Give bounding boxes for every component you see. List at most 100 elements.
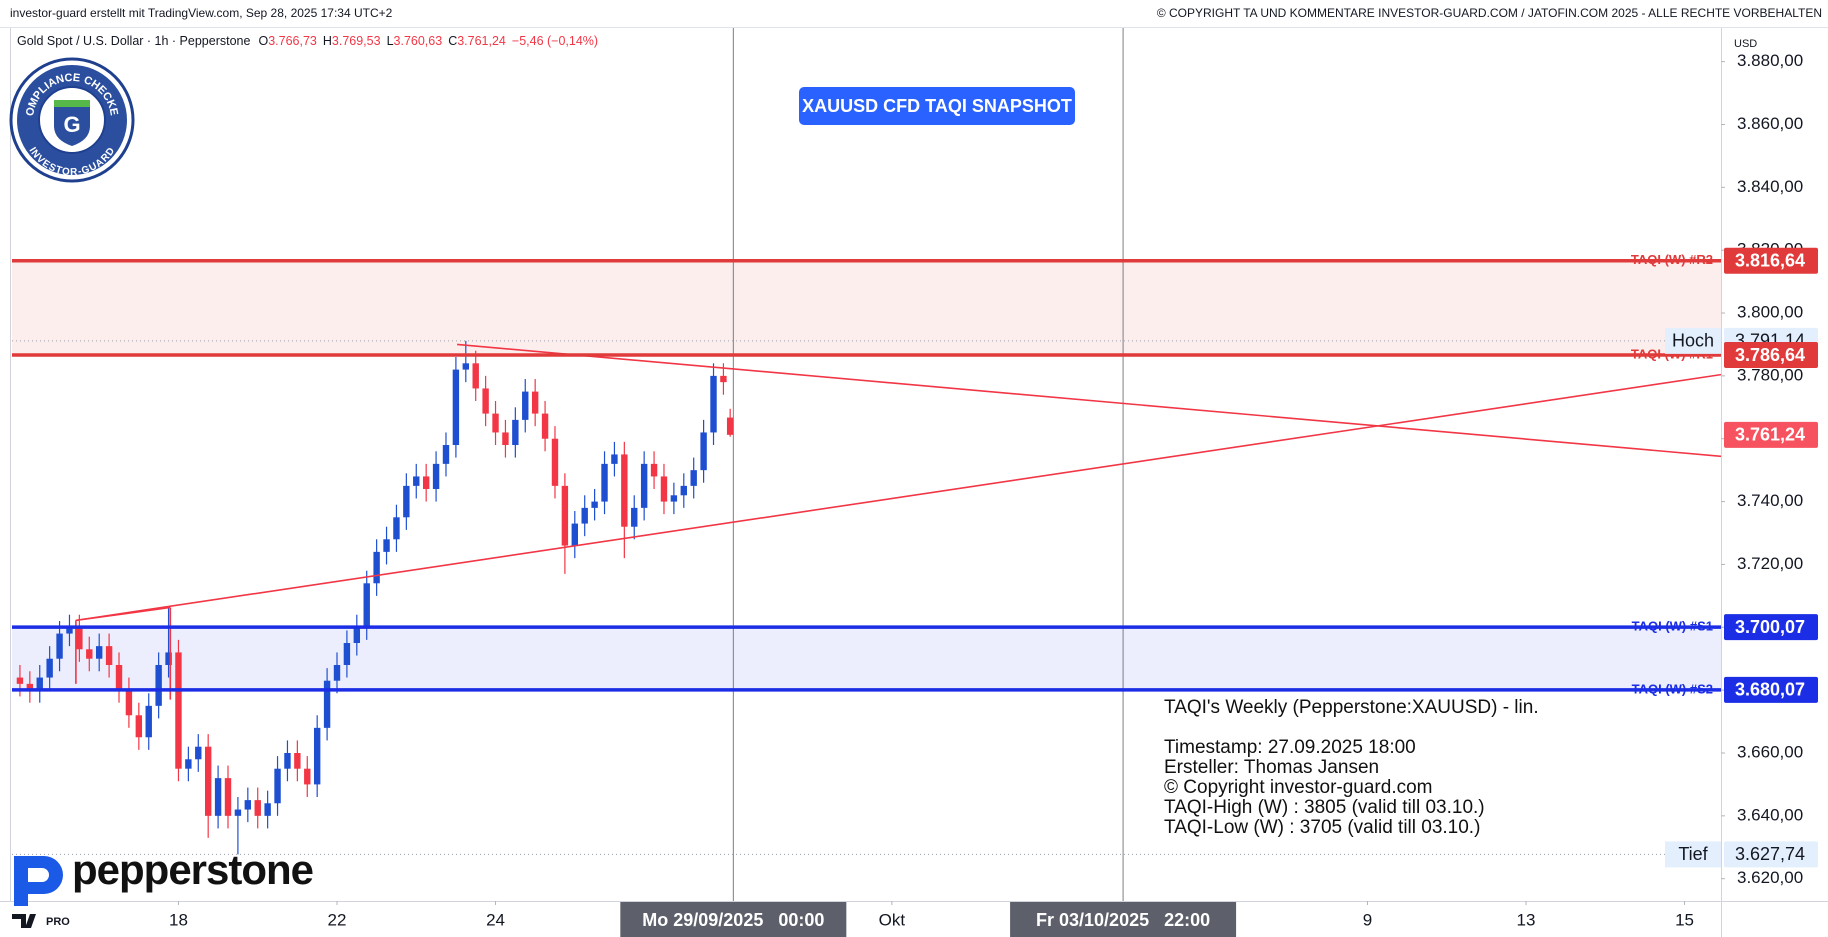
header-right: © COPYRIGHT TA UND KOMMENTARE INVESTOR-G… xyxy=(1157,6,1822,20)
candle-body xyxy=(76,627,83,650)
candle-body xyxy=(591,501,598,508)
plot xyxy=(12,28,1721,901)
trendline xyxy=(75,373,1721,622)
x-tick-label: 9 xyxy=(1363,910,1372,929)
candle-body xyxy=(502,432,509,446)
extreme-tag-label: 3.627,74 xyxy=(1735,844,1805,864)
candle-body xyxy=(323,680,331,728)
extreme-name-box xyxy=(1665,327,1721,354)
candle-body xyxy=(373,551,380,584)
level-tag-box xyxy=(1724,247,1818,274)
x-tick-label: 18 xyxy=(169,910,188,929)
time-marker-label: Fr 03/10/2025 22:00 xyxy=(1036,910,1210,930)
level-tag-box xyxy=(1724,342,1818,369)
candle-body xyxy=(621,454,628,527)
y-tick-label: 3.860,00 xyxy=(1737,114,1803,133)
level-tag-label: 3.680,07 xyxy=(1735,680,1805,700)
y-tick-label: 3.880,00 xyxy=(1737,51,1803,70)
currency-label: USD xyxy=(1734,38,1757,50)
level-tag-label: 3.816,64 xyxy=(1735,250,1805,270)
candle-body xyxy=(214,778,222,816)
brand-name: pepperstone xyxy=(72,846,313,893)
candle-body xyxy=(333,664,341,681)
ohlc-prefix: O xyxy=(258,34,268,48)
candle-body xyxy=(551,438,559,486)
candle-body xyxy=(244,800,252,810)
candle-body xyxy=(660,476,668,502)
chart-title: XAUUSD CFD TAQI SNAPSHOT xyxy=(802,96,1072,116)
level-zone xyxy=(12,627,1721,690)
y-tick-label: 3.780,00 xyxy=(1737,365,1803,384)
ohlc-value: 3.766,73 xyxy=(268,34,317,48)
ohlc-prefix: H xyxy=(323,34,332,48)
level-tag-label: 3.786,64 xyxy=(1735,345,1805,365)
extreme-tag-box xyxy=(1724,841,1818,868)
candle-body xyxy=(670,495,678,502)
time-axis-bg xyxy=(0,901,1721,937)
ohlc-value: 3.761,24 xyxy=(457,34,506,48)
candle-body xyxy=(36,677,43,691)
candle-body xyxy=(531,391,539,414)
candle-body xyxy=(422,476,430,490)
y-tick-label: 3.740,00 xyxy=(1737,491,1803,510)
symbol-legend: Gold Spot / U.S. Dollar · 1h · Peppersto… xyxy=(17,34,598,48)
level-name: TAQI (W) #R2 xyxy=(1631,252,1713,267)
candle-body xyxy=(631,507,638,527)
x-tick-label: 13 xyxy=(1517,910,1536,929)
candle-body xyxy=(145,705,152,738)
ohlc-prefix: L xyxy=(387,34,394,48)
trendline xyxy=(457,343,1721,458)
extreme-name: Tief xyxy=(1678,844,1708,864)
candle-body xyxy=(284,752,291,769)
candle-body xyxy=(313,727,321,785)
note-line: TAQI-High (W) : 3805 (valid till 03.10.) xyxy=(1164,797,1485,818)
candle-body xyxy=(726,417,734,435)
candle-body xyxy=(561,485,569,546)
x-tick-label: 15 xyxy=(1675,910,1694,929)
y-tick-label: 3.720,00 xyxy=(1737,554,1803,573)
tv-mark xyxy=(12,914,36,928)
candle-body xyxy=(413,476,420,486)
candle-body xyxy=(115,664,123,691)
candle-body xyxy=(680,485,687,496)
candle-body xyxy=(462,363,470,370)
x-tick-label: 22 xyxy=(328,910,347,929)
candle-body xyxy=(46,658,53,678)
candle-body xyxy=(650,463,658,477)
candle-body xyxy=(363,583,370,628)
note-line: TAQI-Low (W) : 3705 (valid till 03.10.) xyxy=(1164,817,1480,838)
level-tag-box xyxy=(1724,676,1818,703)
badge-stripe xyxy=(54,100,90,107)
candle-body xyxy=(432,463,440,490)
level-zone xyxy=(12,260,1721,356)
title-button xyxy=(799,87,1075,125)
last-price-tag-box xyxy=(1724,421,1818,448)
candle-body xyxy=(720,375,727,383)
y-tick-label: 3.800,00 xyxy=(1737,303,1803,322)
candle-body xyxy=(690,470,697,486)
candle-body xyxy=(403,485,410,518)
symbol-name: Gold Spot / U.S. Dollar · 1h · Peppersto… xyxy=(17,34,250,48)
y-tick-label: 3.840,00 xyxy=(1737,177,1803,196)
time-marker-box xyxy=(620,902,847,937)
candle-body xyxy=(710,375,717,433)
time-marker-box xyxy=(1010,902,1237,937)
note-line: Timestamp: 27.09.2025 18:00 xyxy=(1164,737,1416,758)
note-line: TAQI's Weekly (Pepperstone:XAUUSD) - lin… xyxy=(1164,697,1539,718)
candle-body xyxy=(274,768,281,804)
badge-letter: G xyxy=(63,112,80,137)
candle-body xyxy=(472,363,479,389)
candle-body xyxy=(135,715,143,738)
candle-body xyxy=(165,652,172,665)
candle-body xyxy=(571,523,578,546)
time-marker-label: Mo 29/09/2025 00:00 xyxy=(642,910,824,930)
candle-body xyxy=(155,664,162,706)
candle-body xyxy=(254,800,261,816)
candle-body xyxy=(105,646,113,665)
candle-body xyxy=(224,778,232,816)
badge-shield xyxy=(54,104,90,146)
candle-body xyxy=(16,677,24,684)
